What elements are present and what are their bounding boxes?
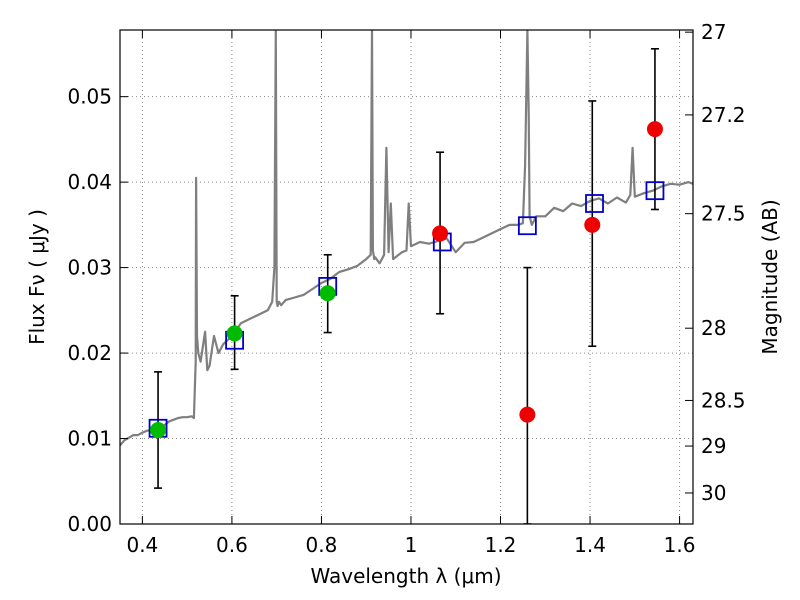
y-tick-label: 0.05 (67, 85, 112, 109)
y-axis-label: Flux Fν ( μJy ) (25, 209, 49, 345)
right-axis-ticks: 27 27.2 27.5 28 28.5 29 30 (685, 20, 746, 505)
y-tick-label: 0.01 (67, 427, 112, 451)
observed-flux-point (226, 325, 243, 342)
model-spectrum-line (120, 30, 693, 447)
plot-frame (119, 29, 694, 525)
x-tick-label: 1.6 (664, 533, 696, 557)
x-tick-label: 1.2 (485, 533, 517, 557)
x-tick-label: 1 (405, 533, 418, 557)
y-tick-label: 0.03 (67, 256, 112, 280)
observed-points-layer (150, 121, 663, 438)
observed-flux-point (319, 285, 336, 302)
right-tick-label: 28 (701, 316, 726, 340)
x-axis-ticks: 0.4 0.6 0.8 1 1.2 1.4 1.6 (126, 30, 695, 557)
right-tick-label: 27.5 (701, 202, 746, 226)
right-axis-label: Magnitude (AB) (758, 199, 782, 354)
model-spectrum-layer (120, 30, 693, 447)
model-photometry-square (585, 194, 604, 213)
observed-flux-point (432, 225, 449, 242)
model-photometry-square (517, 216, 537, 236)
model-photometry-square (645, 181, 665, 201)
x-tick-label: 0.4 (126, 533, 158, 557)
observed-flux-point (584, 216, 601, 233)
observed-flux-point (519, 406, 536, 423)
x-axis-label: Wavelength λ (μm) (310, 564, 501, 588)
right-tick-label: 28.5 (701, 388, 746, 412)
right-tick-label: 27.2 (701, 103, 746, 127)
right-tick-label: 29 (701, 434, 726, 458)
y-axis-ticks: 0.00 0.01 0.02 0.03 0.04 0.05 (67, 85, 128, 536)
x-tick-label: 0.6 (216, 533, 248, 557)
observed-flux-point (646, 121, 663, 138)
y-tick-label: 0.00 (67, 512, 112, 536)
y-tick-label: 0.04 (67, 170, 112, 194)
right-tick-label: 27 (701, 20, 726, 44)
right-tick-label: 30 (701, 481, 726, 505)
observed-flux-point (150, 421, 167, 438)
y-tick-label: 0.02 (67, 341, 112, 365)
x-tick-label: 0.8 (306, 533, 338, 557)
x-tick-label: 1.4 (574, 533, 606, 557)
